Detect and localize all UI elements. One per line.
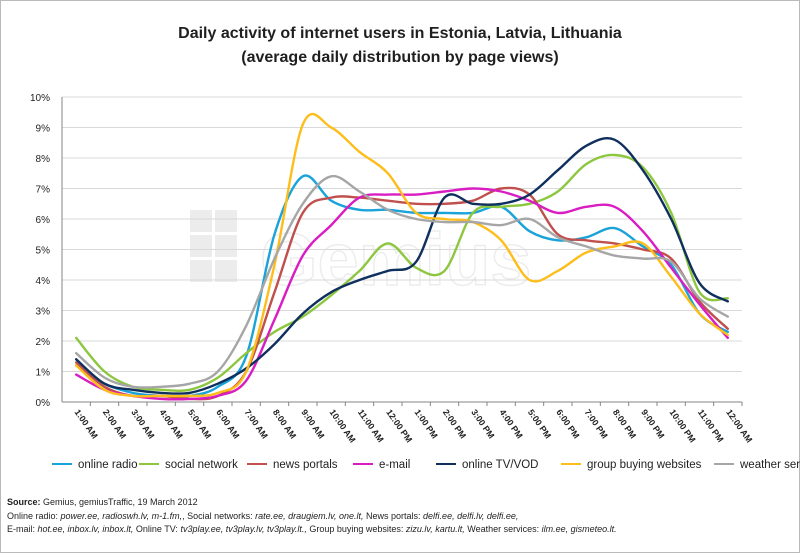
- source-text: Gemius, gemiusTraffic, 19 March 2012: [40, 497, 198, 507]
- source-fragment: delfi.ee, delfi.lv, delfi.ee,: [423, 510, 519, 521]
- source-fragment: , Social networks:: [182, 510, 256, 521]
- y-tick-label: 10%: [30, 93, 50, 104]
- x-tick-label: 8:00 PM: [611, 407, 638, 440]
- y-tick-label: 7%: [36, 185, 51, 196]
- x-tick-label: 11:00 PM: [696, 407, 726, 444]
- legend-swatch: [247, 462, 267, 466]
- x-tick-label: 7:00 PM: [583, 407, 610, 440]
- source-fragment: ilm.ee, gismeteo.lt.: [541, 524, 617, 534]
- chart-title: Daily activity of internet users in Esto…: [0, 22, 800, 70]
- source-sites-line-1: Online radio: power.ee, radioswh.lv, m-1…: [7, 510, 617, 524]
- legend-item-social-network: social network: [139, 459, 238, 471]
- legend-item-online-radio: online radio: [52, 459, 137, 471]
- y-tick-label: 1%: [36, 368, 51, 379]
- x-tick-label: 3:00 PM: [469, 407, 496, 440]
- legend-swatch: [353, 462, 373, 466]
- x-tick-label: 9:00 AM: [299, 407, 326, 440]
- legend-label: online TV/VOD: [462, 459, 539, 471]
- source-fragment: E-mail:: [7, 524, 38, 534]
- source-line: Source: Gemius, gemiusTraffic, 19 March …: [7, 496, 617, 510]
- source-fragment: Online radio:: [7, 510, 61, 521]
- x-tick-label: 3:00 AM: [129, 407, 156, 440]
- x-tick-label: 12:00 AM: [724, 407, 754, 444]
- source-fragment: Online TV:: [133, 524, 181, 534]
- legend-swatch: [714, 462, 734, 466]
- legend-label: social network: [165, 459, 238, 471]
- source-fragment: Group buying websites:: [306, 524, 406, 534]
- series-layer: [75, 112, 729, 401]
- series-line-e-mail: [75, 187, 729, 401]
- legend-item-group-buying-websites: group buying websites: [561, 459, 701, 471]
- x-tick-label: 1:00 PM: [413, 407, 440, 440]
- y-tick-label: 9%: [36, 124, 51, 135]
- source-fragment: tv3play.ee, tv3play.lv, tv3play.lt.,: [180, 524, 307, 534]
- y-tick-label: 0%: [36, 398, 51, 409]
- y-tick-label: 4%: [36, 276, 51, 287]
- source-fragment: zizu.lv, kartu.lt,: [405, 524, 465, 534]
- x-tick-label: 8:00 AM: [271, 407, 298, 440]
- x-tick-label: 2:00 PM: [441, 407, 468, 440]
- x-tick-label: 9:00 PM: [639, 407, 666, 440]
- legend-swatch: [561, 462, 581, 466]
- source-fragment: News portals:: [363, 510, 424, 521]
- legend-item-online-tv-vod: online TV/VOD: [436, 459, 539, 471]
- x-tick-label: 1:00 AM: [73, 407, 100, 440]
- x-tick-label: 5:00 AM: [186, 407, 213, 440]
- legend-item-weather-services: weather services: [714, 459, 800, 471]
- x-tick-label: 4:00 PM: [498, 407, 525, 440]
- legend-label: online radio: [78, 459, 138, 471]
- series-line-online-tv-vod: [75, 137, 729, 395]
- chart-subtitle-line: (average daily distribution by page view…: [241, 49, 559, 66]
- source-fragment: power.ee, radioswh.lv, m-1.fm,: [60, 510, 183, 521]
- legend-label: weather services: [740, 459, 800, 471]
- x-axis: 1:00 AM 2:00 AM 3:00 AM 4:00 AM 5:00 AM 6:00 …: [73, 402, 754, 445]
- legend-label: group buying websites: [587, 459, 702, 471]
- series-line-social-network: [75, 153, 729, 393]
- x-tick-label: 7:00 AM: [243, 407, 270, 440]
- gemius-watermark: Gemius: [190, 210, 532, 302]
- x-tick-label: 6:00 PM: [554, 407, 581, 440]
- chart-title-line: Daily activity of internet users in Esto…: [178, 25, 622, 42]
- legend-item-e-mail: e-mail: [353, 459, 410, 471]
- source-fragment: rate.ee, draugiem.lv, one.lt,: [255, 510, 364, 521]
- legend-label: e-mail: [379, 459, 411, 471]
- x-tick-label: 6:00 AM: [214, 407, 241, 440]
- x-tick-label: 4:00 AM: [158, 407, 185, 440]
- legend-swatch: [52, 462, 72, 466]
- x-tick-label: 12:00 PM: [384, 407, 414, 444]
- source-fragment: Weather services:: [464, 524, 542, 534]
- series-line-weather-services: [75, 174, 729, 389]
- x-tick-label: 2:00 AM: [101, 407, 128, 440]
- legend-swatch: [139, 462, 159, 466]
- x-tick-label: 10:00 AM: [328, 407, 358, 444]
- legend-swatch: [436, 462, 456, 466]
- legend-item-news-portals: news portals: [247, 459, 338, 471]
- source-fragment: hot.ee, inbox.lv, inbox.lt,: [37, 524, 134, 534]
- legend: online radio social network news portals e-…: [52, 459, 800, 473]
- y-tick-label: 6%: [36, 215, 51, 226]
- y-tick-label: 2%: [36, 337, 51, 348]
- source-note: Source: Gemius, gemiusTraffic, 19 March …: [7, 496, 617, 537]
- legend-label: news portals: [273, 459, 338, 471]
- y-tick-label: 3%: [36, 307, 51, 318]
- source-sites-line-2: E-mail: hot.ee, inbox.lv, inbox.lt, Onli…: [7, 523, 617, 537]
- y-tick-label: 8%: [36, 154, 51, 165]
- source-label: Source:: [7, 497, 41, 507]
- x-tick-label: 5:00 PM: [526, 407, 553, 440]
- x-tick-label: 11:00 AM: [356, 407, 386, 444]
- svg-text:Gemius: Gemius: [260, 218, 531, 301]
- series-line-group-buying-websites: [75, 112, 729, 398]
- y-tick-label: 5%: [36, 246, 51, 257]
- x-tick-label: 10:00 PM: [668, 407, 698, 444]
